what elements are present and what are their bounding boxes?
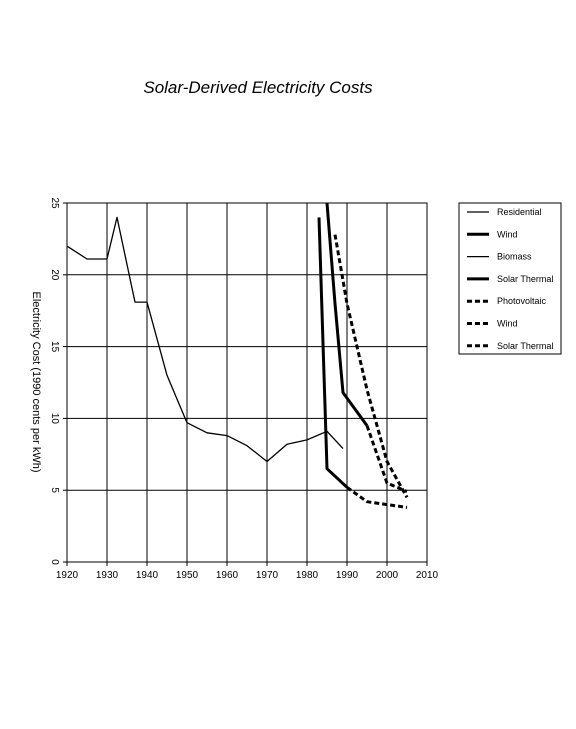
x-tick-label: 1990 [336, 570, 359, 581]
series-line-5 [333, 234, 409, 499]
legend-label: Biomass [497, 252, 532, 262]
y-tick-label: 20 [49, 269, 60, 281]
x-tick-label: 2010 [416, 570, 439, 581]
series-lines [66, 202, 409, 509]
y-tick-label: 0 [49, 559, 60, 565]
x-tick-label: 2000 [376, 570, 399, 581]
y-tick-label: 25 [49, 197, 60, 209]
y-tick-label: 5 [49, 487, 60, 493]
x-tick-label: 1970 [256, 570, 279, 581]
y-tick-label: 10 [49, 413, 60, 425]
plot-frame [66, 202, 428, 563]
legend: Residential Wind Biomass Solar Thermal Photo… [458, 202, 562, 355]
x-tick-label: 1950 [176, 570, 199, 581]
chart-title: Solar-Derived Electricity Costs [143, 78, 373, 97]
y-axis: 0 5 10 15 20 25 [49, 197, 67, 565]
legend-label: Photovoltaic [497, 296, 547, 306]
x-tick-label: 1960 [216, 570, 239, 581]
x-tick-label: 1940 [136, 570, 159, 581]
legend-label: Wind [497, 319, 518, 329]
series-line-4 [346, 486, 408, 509]
series-line-1 [317, 217, 349, 489]
x-tick-label: 1920 [56, 570, 79, 581]
legend-label: Wind [497, 229, 518, 239]
x-tick-label: 1980 [296, 570, 319, 581]
series-line-3 [325, 202, 369, 427]
y-tick-label: 15 [49, 341, 60, 353]
legend-label: Residential [497, 207, 542, 217]
x-tick-label: 1930 [96, 570, 119, 581]
legend-label: Solar Thermal [497, 341, 553, 351]
legend-label: Solar Thermal [497, 274, 553, 284]
series-line-0 [66, 216, 344, 463]
grid-lines [66, 202, 428, 563]
y-axis-label: Electricity Cost (1990 cents per kWh) [30, 292, 42, 473]
x-axis: 1920 1930 1940 1950 1960 1970 1980 1990 2000 2010 [56, 562, 439, 581]
series-line-6 [365, 425, 408, 493]
